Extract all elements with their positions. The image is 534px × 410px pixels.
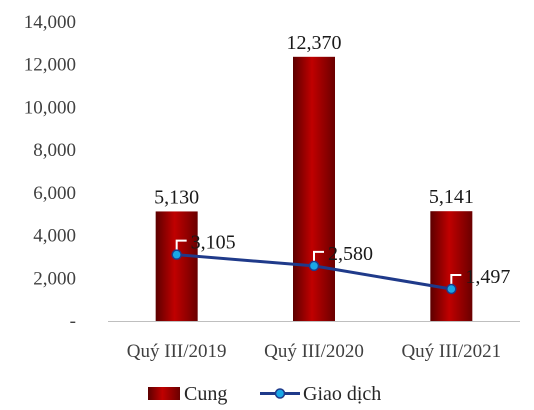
y-tick-label: 6,000 <box>33 183 76 204</box>
line-data-label: 2,580 <box>328 243 373 265</box>
y-tick-label: 12,000 <box>24 55 76 76</box>
legend-swatch-cung <box>148 387 180 400</box>
x-axis: Quý III/2019 Quý III/2020 Quý III/2021 <box>108 321 520 362</box>
data-label-leader <box>313 250 324 262</box>
legend-label-cung: Cung <box>184 383 227 405</box>
bar-cung <box>293 56 335 322</box>
x-tick-label: Quý III/2020 <box>264 341 364 362</box>
bar-series: 5,130 12,370 5,141 <box>154 32 474 322</box>
point-giao-dich <box>308 260 320 272</box>
bar-data-label: 5,141 <box>429 186 474 208</box>
y-tick-label: 2,000 <box>33 268 76 289</box>
legend-label-giao-dich: Giao dịch <box>303 383 381 405</box>
bar-data-label: 12,370 <box>287 32 342 54</box>
point-giao-dich <box>171 249 182 260</box>
legend-marker-giao-dich <box>274 388 286 399</box>
x-tick-label: Quý III/2019 <box>127 341 227 362</box>
line-data-label: 3,105 <box>191 232 236 254</box>
y-tick-label: 14,000 <box>24 12 76 33</box>
y-tick-label: 8,000 <box>33 140 76 161</box>
y-tick-label: 4,000 <box>33 226 76 247</box>
y-tick-label: 10,000 <box>24 97 76 118</box>
y-tick-label: - <box>70 311 76 332</box>
bar-cung <box>155 211 198 321</box>
point-giao-dich <box>446 283 457 295</box>
legend: Cung Giao dịch <box>148 383 381 405</box>
line-series: 3,105 2,580 1,497 <box>171 232 510 295</box>
line-data-label: 1,497 <box>465 266 510 288</box>
bar-data-label: 5,130 <box>154 186 199 208</box>
data-label-leader <box>450 274 462 286</box>
data-label-leader <box>175 239 187 251</box>
bar-cung <box>430 211 473 321</box>
y-axis: - 2,000 4,000 6,000 8,000 10,000 12,000 14,000 <box>24 12 76 332</box>
x-tick-label: Quý III/2021 <box>401 341 501 362</box>
